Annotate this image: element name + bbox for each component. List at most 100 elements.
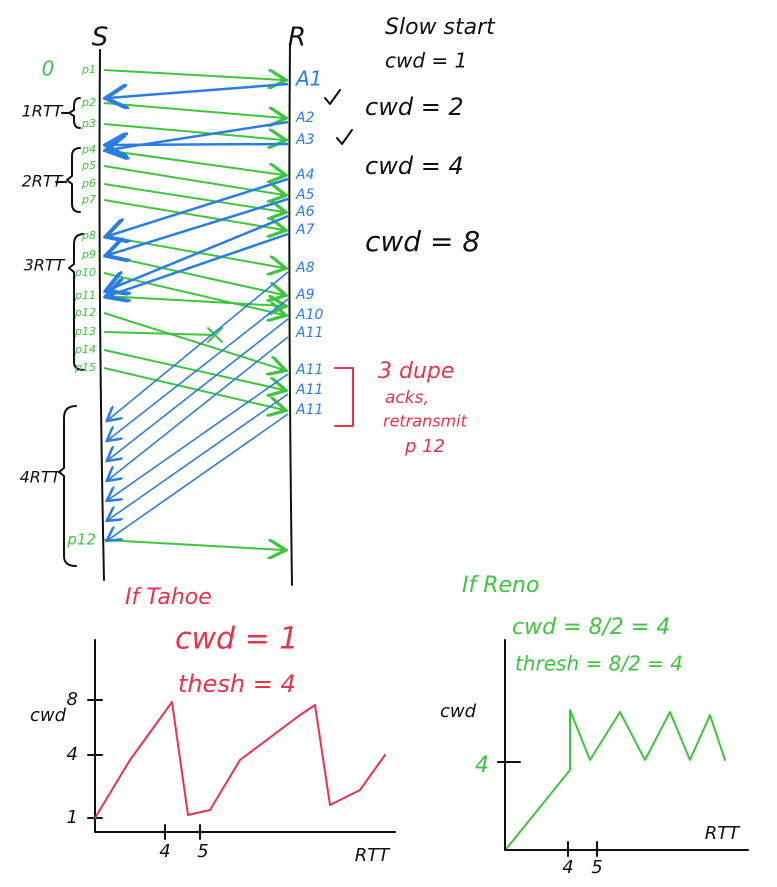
x-tick-label: 4 (562, 857, 573, 878)
packet-label: p14 (74, 343, 96, 356)
ack-label: A1 (294, 67, 322, 91)
dup-bracket (334, 367, 354, 427)
ack-label: A7 (295, 222, 315, 238)
brace (68, 233, 85, 371)
sender-label: S (92, 23, 109, 53)
cwnd-note: cwd = 2 (365, 93, 464, 121)
ack-arrow (108, 197, 289, 255)
y-tick-label: 1 (67, 807, 78, 828)
ack-label: A11 (295, 362, 323, 378)
packet-arrow (103, 123, 284, 140)
packet-label: p7 (81, 193, 96, 206)
packet-label: p2 (81, 96, 96, 109)
brace (58, 405, 77, 567)
ack-label: A2 (295, 110, 315, 126)
packet-arrow (103, 349, 284, 390)
ack-arrow (108, 336, 289, 480)
packet-arrow (103, 295, 284, 306)
dup-note: 3 dupe (378, 359, 454, 384)
ack-label: A9 (295, 287, 315, 303)
rtt-label: 0 (42, 57, 55, 81)
tahoe-thresh: thesh = 4 (178, 670, 296, 698)
y-tick-label: 4 (475, 753, 489, 778)
packet-arrow (103, 331, 216, 336)
check-mark (336, 129, 353, 145)
ack-label: A4 (295, 167, 314, 183)
packet-arrow (103, 235, 284, 268)
ack-arrow (108, 413, 289, 540)
ack-label: A11 (295, 325, 323, 341)
ack-label: A10 (295, 307, 323, 323)
ack-label: A5 (295, 187, 315, 203)
packet-label: p11 (74, 289, 96, 302)
dup-note: retransmit (383, 412, 468, 431)
dup-note: acks, (385, 388, 429, 408)
packet-arrow (103, 254, 284, 295)
x-axis-label: RTT (705, 823, 742, 844)
packet-label: p6 (81, 177, 96, 190)
cwnd-note: cwd = 8 (365, 225, 480, 258)
tahoe-title: If Tahoe (125, 585, 212, 610)
reno-curve (506, 709, 726, 849)
rtt-label: 2RTT (22, 172, 64, 191)
ack-arrow (108, 298, 289, 440)
ack-arrow (108, 232, 289, 296)
receiver-timeline (288, 44, 293, 586)
receiver-label: R (288, 23, 306, 53)
packet-label: p5 (81, 159, 96, 172)
packet-arrow (103, 102, 284, 118)
packet-arrow (103, 149, 284, 175)
y-tick-label: 8 (67, 689, 78, 710)
rtt-label: 3RTT (24, 256, 66, 275)
brace (55, 147, 81, 213)
ack-arrow (108, 144, 289, 145)
ack-label: A11 (295, 402, 323, 418)
packet-label: p9 (81, 248, 96, 261)
ack-arrow (108, 82, 289, 98)
ack-label: A3 (295, 132, 314, 148)
packet-label: p12 (66, 531, 96, 549)
packet-arrow (103, 199, 284, 230)
sender-timeline (98, 49, 105, 581)
reno-cwd: cwd = 8/2 = 4 (512, 615, 670, 640)
dup-note: p 12 (404, 436, 445, 457)
reno-title: If Reno (462, 573, 539, 598)
packet-arrow (103, 69, 284, 80)
ack-arrow (108, 318, 289, 460)
axes (504, 639, 749, 851)
ack-arrow (108, 393, 289, 520)
ack-label: A6 (295, 204, 315, 220)
packet-arrow (103, 539, 284, 550)
ticks (497, 761, 598, 857)
packet-label: p12 (74, 306, 96, 319)
y-axis-label: cwd (30, 705, 67, 726)
reno-thresh: thresh = 8/2 = 4 (515, 652, 683, 676)
brace (61, 97, 81, 129)
packet-label: p15 (74, 361, 96, 374)
tahoe-cwd: cwd = 1 (175, 622, 298, 657)
ticks (87, 699, 201, 840)
y-axis-label: cwd (440, 701, 477, 722)
cwnd-note: cwd = 4 (365, 152, 464, 180)
packet-arrow (103, 312, 284, 370)
ack-arrow (108, 177, 289, 236)
y-tick-label: 4 (67, 744, 78, 765)
packet-label: p13 (74, 325, 96, 338)
ack-arrow (108, 271, 289, 420)
packet-label: p3 (81, 117, 96, 130)
packet-arrow (103, 183, 284, 212)
ack-arrow (108, 214, 289, 290)
ack-label: A11 (295, 382, 323, 398)
rtt-label: 4RTT (20, 468, 62, 487)
packet-label: p1 (81, 63, 96, 76)
packet-arrow (103, 367, 284, 410)
x-tick-label: 4 (159, 841, 170, 862)
x-axis-label: RTT (355, 845, 392, 866)
rtt-label: 1RTT (22, 102, 64, 121)
ack-arrow (108, 373, 289, 500)
axes (94, 639, 396, 833)
packet-label: p4 (81, 143, 96, 156)
x-tick-label: 5 (197, 841, 208, 862)
x-tick-label: 5 (591, 857, 602, 878)
